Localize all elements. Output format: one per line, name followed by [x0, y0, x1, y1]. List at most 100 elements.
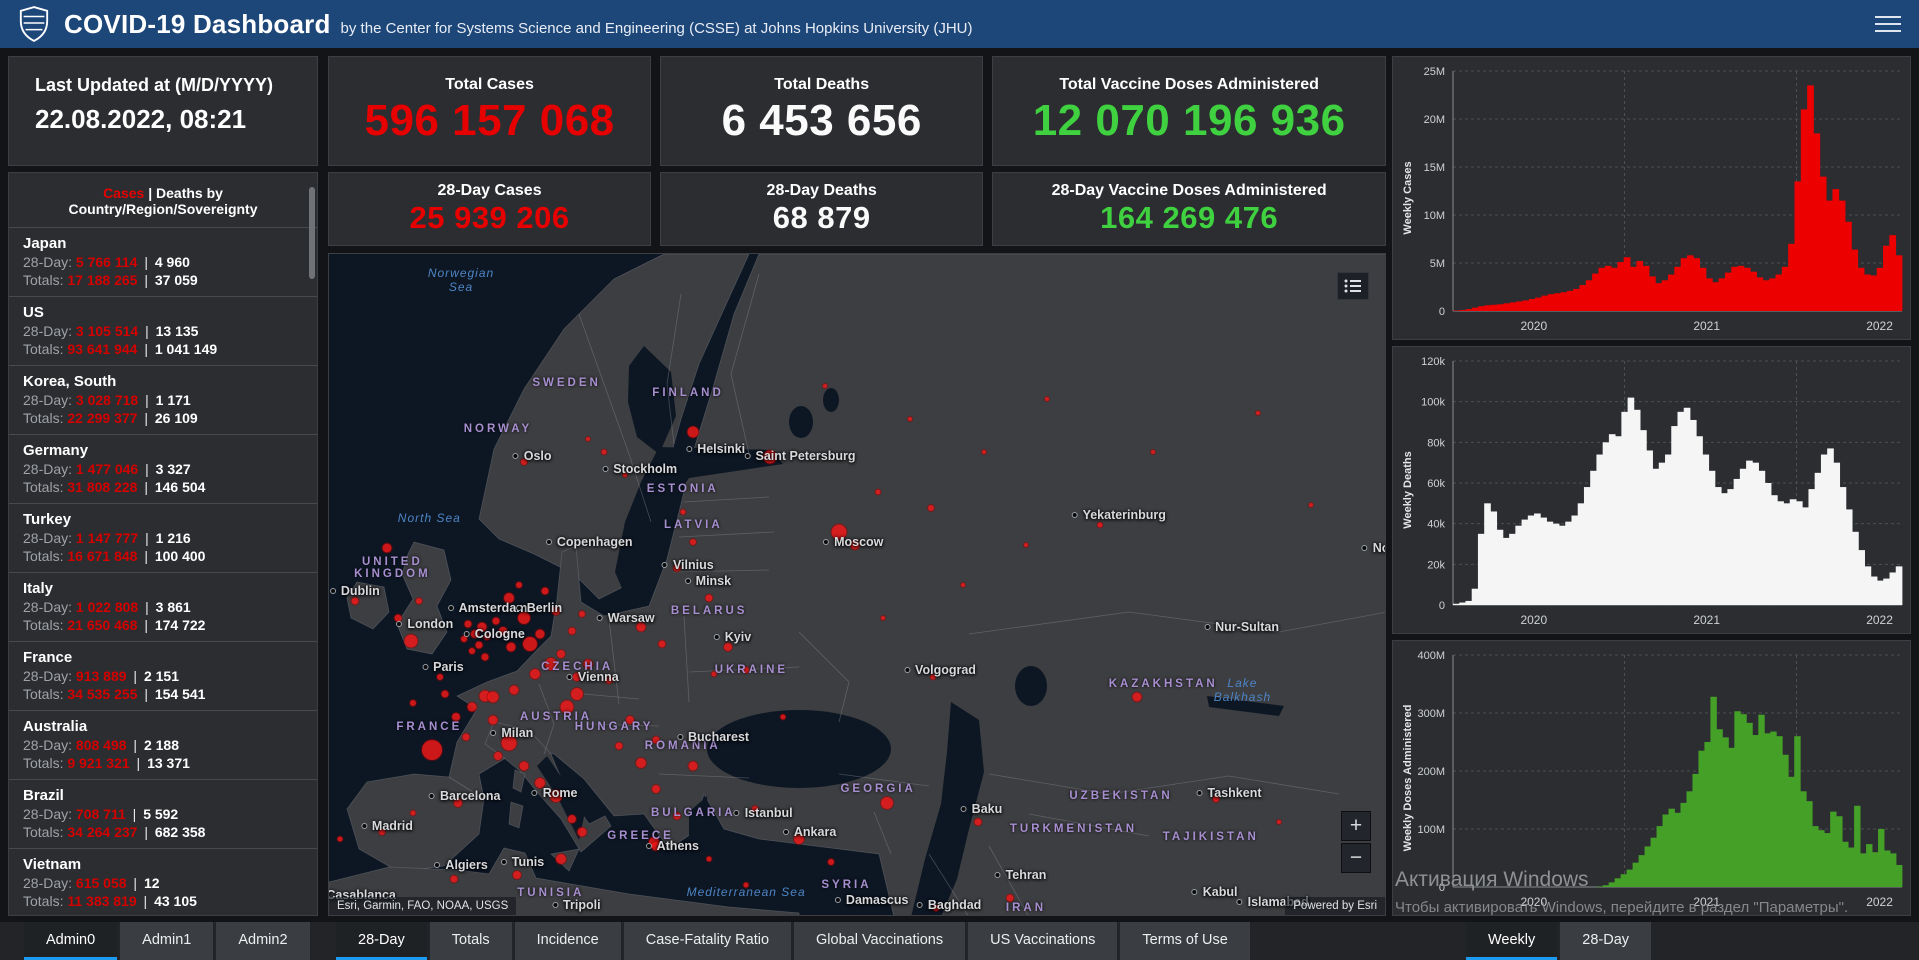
covid-cluster-dot	[930, 674, 936, 680]
svg-text:0: 0	[1439, 600, 1445, 612]
country-totals-line: Totals: 31 808 228 | 146 504	[23, 479, 206, 495]
city-label: Kabul	[1191, 885, 1237, 899]
city-name: Vienna	[577, 670, 619, 685]
tab-weekly[interactable]: Weekly	[1466, 922, 1558, 960]
city-dot	[1196, 789, 1203, 796]
city-name: Novo	[1372, 541, 1385, 556]
covid-cluster-dot	[673, 564, 681, 572]
covid-cluster-dot	[673, 812, 681, 820]
country-totals-line: Totals: 9 921 321 | 13 371	[23, 755, 190, 771]
country-row[interactable]: Vietnam 28-Day: 615 058 | 12 Totals: 11 38…	[9, 848, 317, 915]
map-zoom-in-button[interactable]: +	[1341, 811, 1371, 841]
covid-cluster-dot	[601, 449, 607, 455]
country-list-panel[interactable]: Cases | Deaths by Country/Region/Soverei…	[8, 172, 318, 916]
city-label: Volgograd	[904, 663, 976, 677]
covid-cluster-dot	[751, 806, 758, 813]
country-row[interactable]: Turkey 28-Day: 1 147 777 | 1 216 Totals: 1…	[9, 503, 317, 572]
svg-text:40k: 40k	[1427, 519, 1445, 531]
city-name: Rome	[542, 785, 578, 800]
tab-28-day[interactable]: 28-Day	[1560, 922, 1652, 960]
svg-text:300M: 300M	[1417, 708, 1445, 720]
tab-admin1[interactable]: Admin1	[120, 922, 214, 960]
city-label: Saint Petersburg	[744, 449, 856, 463]
country-row[interactable]: Korea, South 28-Day: 3 028 718 | 1 171 Tot…	[9, 365, 317, 434]
map-powered-by: Powered by Esri	[1285, 897, 1385, 915]
covid-cluster-dot	[516, 581, 523, 588]
country-row[interactable]: Brazil 28-Day: 708 711 | 5 592 Totals: 34 …	[9, 779, 317, 848]
country-row[interactable]: Italy 28-Day: 1 022 808 | 3 861 Totals: 21…	[9, 572, 317, 641]
stat-label: Total Deaths	[774, 76, 870, 93]
stat-label: 28-Day Deaths	[766, 182, 877, 199]
chart-period-tabs: Weekly 28-Day	[1466, 922, 1652, 960]
chart-plot: 0 100M 200M 300M 400M 2020 2021 2022	[1417, 650, 1903, 909]
tab-us-vaccinations[interactable]: US Vaccinations	[968, 922, 1118, 960]
city-dot	[904, 667, 911, 674]
world-map[interactable]: Norwegian Sea North Sea Mediterranean Sea L…	[328, 253, 1386, 916]
covid-cluster-dot	[436, 674, 443, 681]
bottom-tab-bar: Admin0 Admin1 Admin2 28-Day Totals Incidence…	[0, 922, 1919, 960]
covid-cluster-dot	[535, 629, 545, 639]
svg-text:0: 0	[1439, 882, 1445, 894]
city-label: Ankara	[782, 825, 836, 839]
28day-stat-row: 28-Day Cases 25 939 206 28-Day Deaths 68 87…	[328, 172, 1387, 246]
city-name: Tehran	[1005, 868, 1047, 883]
stat-value: 25 939 206	[409, 200, 570, 235]
covid-cluster-dot	[652, 785, 661, 794]
country-row[interactable]: Australia 28-Day: 808 498 | 2 188 Totals: …	[9, 710, 317, 779]
covid-cluster-dot	[583, 659, 593, 669]
covid-cluster-dot	[880, 796, 893, 809]
tab-terms-of-use[interactable]: Terms of Use	[1120, 922, 1250, 960]
country-name: Japan	[23, 235, 67, 252]
tab-global-vaccinations[interactable]: Global Vaccinations	[794, 922, 966, 960]
stat-value: 6 453 656	[721, 96, 922, 145]
city-dot	[1191, 888, 1198, 895]
city-name: Helsinki	[697, 441, 746, 456]
city-label: Tunis	[500, 855, 544, 869]
covid-cluster-dot	[585, 437, 590, 442]
country-28day-line: 28-Day: 5 766 114 | 4 960	[23, 254, 190, 270]
svg-text:5M: 5M	[1430, 258, 1445, 270]
country-name: Vietnam	[23, 856, 82, 873]
stat-28-day-deaths: 28-Day Deaths 68 879	[660, 172, 984, 246]
city-label: Baghdad	[916, 898, 981, 912]
city-name: Cologne	[474, 627, 525, 642]
country-list-heading: Cases | Deaths by Country/Region/Soverei…	[9, 173, 317, 227]
covid-cluster-dot	[1213, 796, 1220, 803]
covid-cluster-dot	[724, 643, 733, 652]
country-28day-line: 28-Day: 1 477 046 | 3 327	[23, 461, 191, 477]
tab-case-fatality-ratio[interactable]: Case-Fatality Ratio	[623, 922, 792, 960]
tab-totals[interactable]: Totals	[429, 922, 512, 960]
tab-admin0[interactable]: Admin0	[24, 922, 118, 960]
map-legend-button[interactable]	[1337, 272, 1369, 300]
tab-incidence[interactable]: Incidence	[514, 922, 621, 960]
last-updated-panel: Last Updated at (M/D/YYYY) 22.08.2022, 0…	[8, 56, 318, 166]
svg-text:2020: 2020	[1520, 319, 1547, 333]
tab-admin2[interactable]: Admin2	[216, 922, 310, 960]
city-name: Milan	[501, 726, 534, 741]
country-row[interactable]: Japan 28-Day: 5 766 114 | 4 960 Totals: 17…	[9, 227, 317, 296]
list-scrollbar-thumb[interactable]	[309, 187, 315, 279]
city-name: Nur-Sultan	[1215, 620, 1280, 635]
covid-cluster-dot	[557, 649, 566, 658]
covid-cluster-dot	[573, 673, 582, 682]
menu-icon[interactable]	[1875, 11, 1901, 37]
covid-cluster-dot	[477, 622, 487, 632]
country-totals-line: Totals: 16 671 848 | 100 400	[23, 548, 206, 564]
covid-cluster-dot	[974, 818, 982, 826]
country-row[interactable]: Germany 28-Day: 1 477 046 | 3 327 Totals: …	[9, 434, 317, 503]
city-name: Baku	[971, 802, 1003, 817]
covid-cluster-dot	[487, 691, 499, 703]
map-zoom-out-button[interactable]: −	[1341, 843, 1371, 873]
covid-cluster-dot	[468, 647, 475, 654]
country-28day-line: 28-Day: 615 058 | 12	[23, 875, 160, 891]
stat-value: 68 879	[772, 200, 871, 235]
covid-cluster-dot	[881, 615, 886, 620]
country-list[interactable]: Japan 28-Day: 5 766 114 | 4 960 Totals: 17…	[9, 227, 317, 915]
country-totals-line: Totals: 34 264 237 | 682 358	[23, 824, 206, 840]
tab-28-day[interactable]: 28-Day	[336, 922, 427, 960]
city-name: Tashkent	[1207, 785, 1262, 800]
covid-cluster-dot	[470, 630, 479, 639]
country-row[interactable]: US 28-Day: 3 105 514 | 13 135 Totals: 93 6…	[9, 296, 317, 365]
country-row[interactable]: France 28-Day: 913 889 | 2 151 Totals: 34 …	[9, 641, 317, 710]
city-dot	[447, 604, 454, 611]
